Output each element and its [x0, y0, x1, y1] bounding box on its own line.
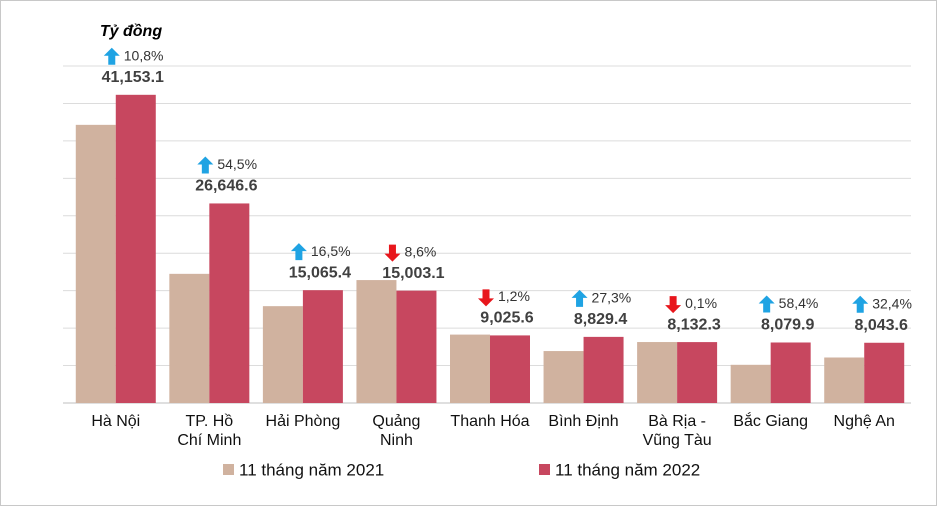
change-arrow-down: [384, 244, 401, 262]
bar: [75, 124, 116, 403]
legend-label: 11 tháng năm 2021: [239, 460, 384, 479]
x-tick-label: TP. Hồ Chí Minh: [177, 413, 242, 449]
bar: [730, 364, 771, 403]
change-arrow-up: [758, 295, 775, 313]
y-axis-label: Tỷ đồng: [100, 23, 162, 40]
value-label: 26,646.6: [195, 178, 257, 195]
value-label: 8,043.6: [855, 317, 908, 334]
value-label: 41,153.1: [102, 69, 164, 86]
x-tick-label: Hà Nội: [91, 413, 141, 430]
bar: [396, 290, 437, 403]
bar: [209, 203, 250, 403]
change-label: 0,1%: [685, 295, 717, 311]
legend-swatch: [539, 464, 550, 475]
x-tick-label: Quảng Ninh: [372, 413, 421, 449]
x-tick-label: Thanh Hóa: [450, 413, 530, 430]
x-tick-label: Hải Phòng: [265, 413, 341, 430]
change-label: 8,6%: [404, 243, 436, 259]
bar: [770, 342, 811, 403]
change-label: 16,5%: [311, 243, 351, 259]
bar: [490, 335, 530, 403]
legend-label: 11 tháng năm 2022: [555, 460, 700, 479]
change-label: 54,5%: [217, 156, 257, 172]
value-label: 8,132.3: [667, 316, 720, 333]
change-arrow-up: [103, 47, 120, 65]
bar: [637, 342, 678, 403]
value-label: 8,079.9: [761, 317, 814, 334]
bar: [864, 342, 905, 403]
value-label: 9,025.6: [480, 310, 533, 327]
bar: [262, 306, 303, 403]
bar: [583, 336, 624, 403]
bar: [450, 334, 490, 403]
change-arrow-up: [290, 243, 307, 261]
x-tick-label: Bà Rịa - Vũng Tàu: [642, 413, 712, 449]
legend-swatch: [223, 464, 234, 475]
change-arrow-down: [665, 296, 682, 314]
change-arrow-down: [478, 289, 494, 307]
change-arrow-up: [197, 156, 214, 174]
x-tick-label: Bắc Giang: [733, 413, 809, 430]
value-label: 15,065.4: [289, 264, 351, 281]
change-arrow-up: [852, 295, 869, 313]
value-label: 8,829.4: [574, 311, 627, 328]
bar: [824, 357, 865, 403]
change-label: 58,4%: [779, 295, 819, 311]
bar: [543, 351, 584, 403]
change-label: 1,2%: [498, 288, 530, 304]
change-label: 32,4%: [872, 295, 912, 311]
bar: [302, 290, 343, 403]
change-label: 10,8%: [124, 48, 164, 64]
change-label: 27,3%: [592, 290, 632, 306]
bar: [115, 94, 156, 403]
bar: [677, 342, 718, 403]
value-label: 15,003.1: [382, 265, 444, 282]
x-tick-label: Nghệ An: [833, 413, 895, 430]
bar: [169, 273, 210, 403]
x-tick-label: Bình Định: [548, 413, 619, 430]
bar: [356, 280, 397, 403]
change-arrow-up: [571, 289, 588, 307]
